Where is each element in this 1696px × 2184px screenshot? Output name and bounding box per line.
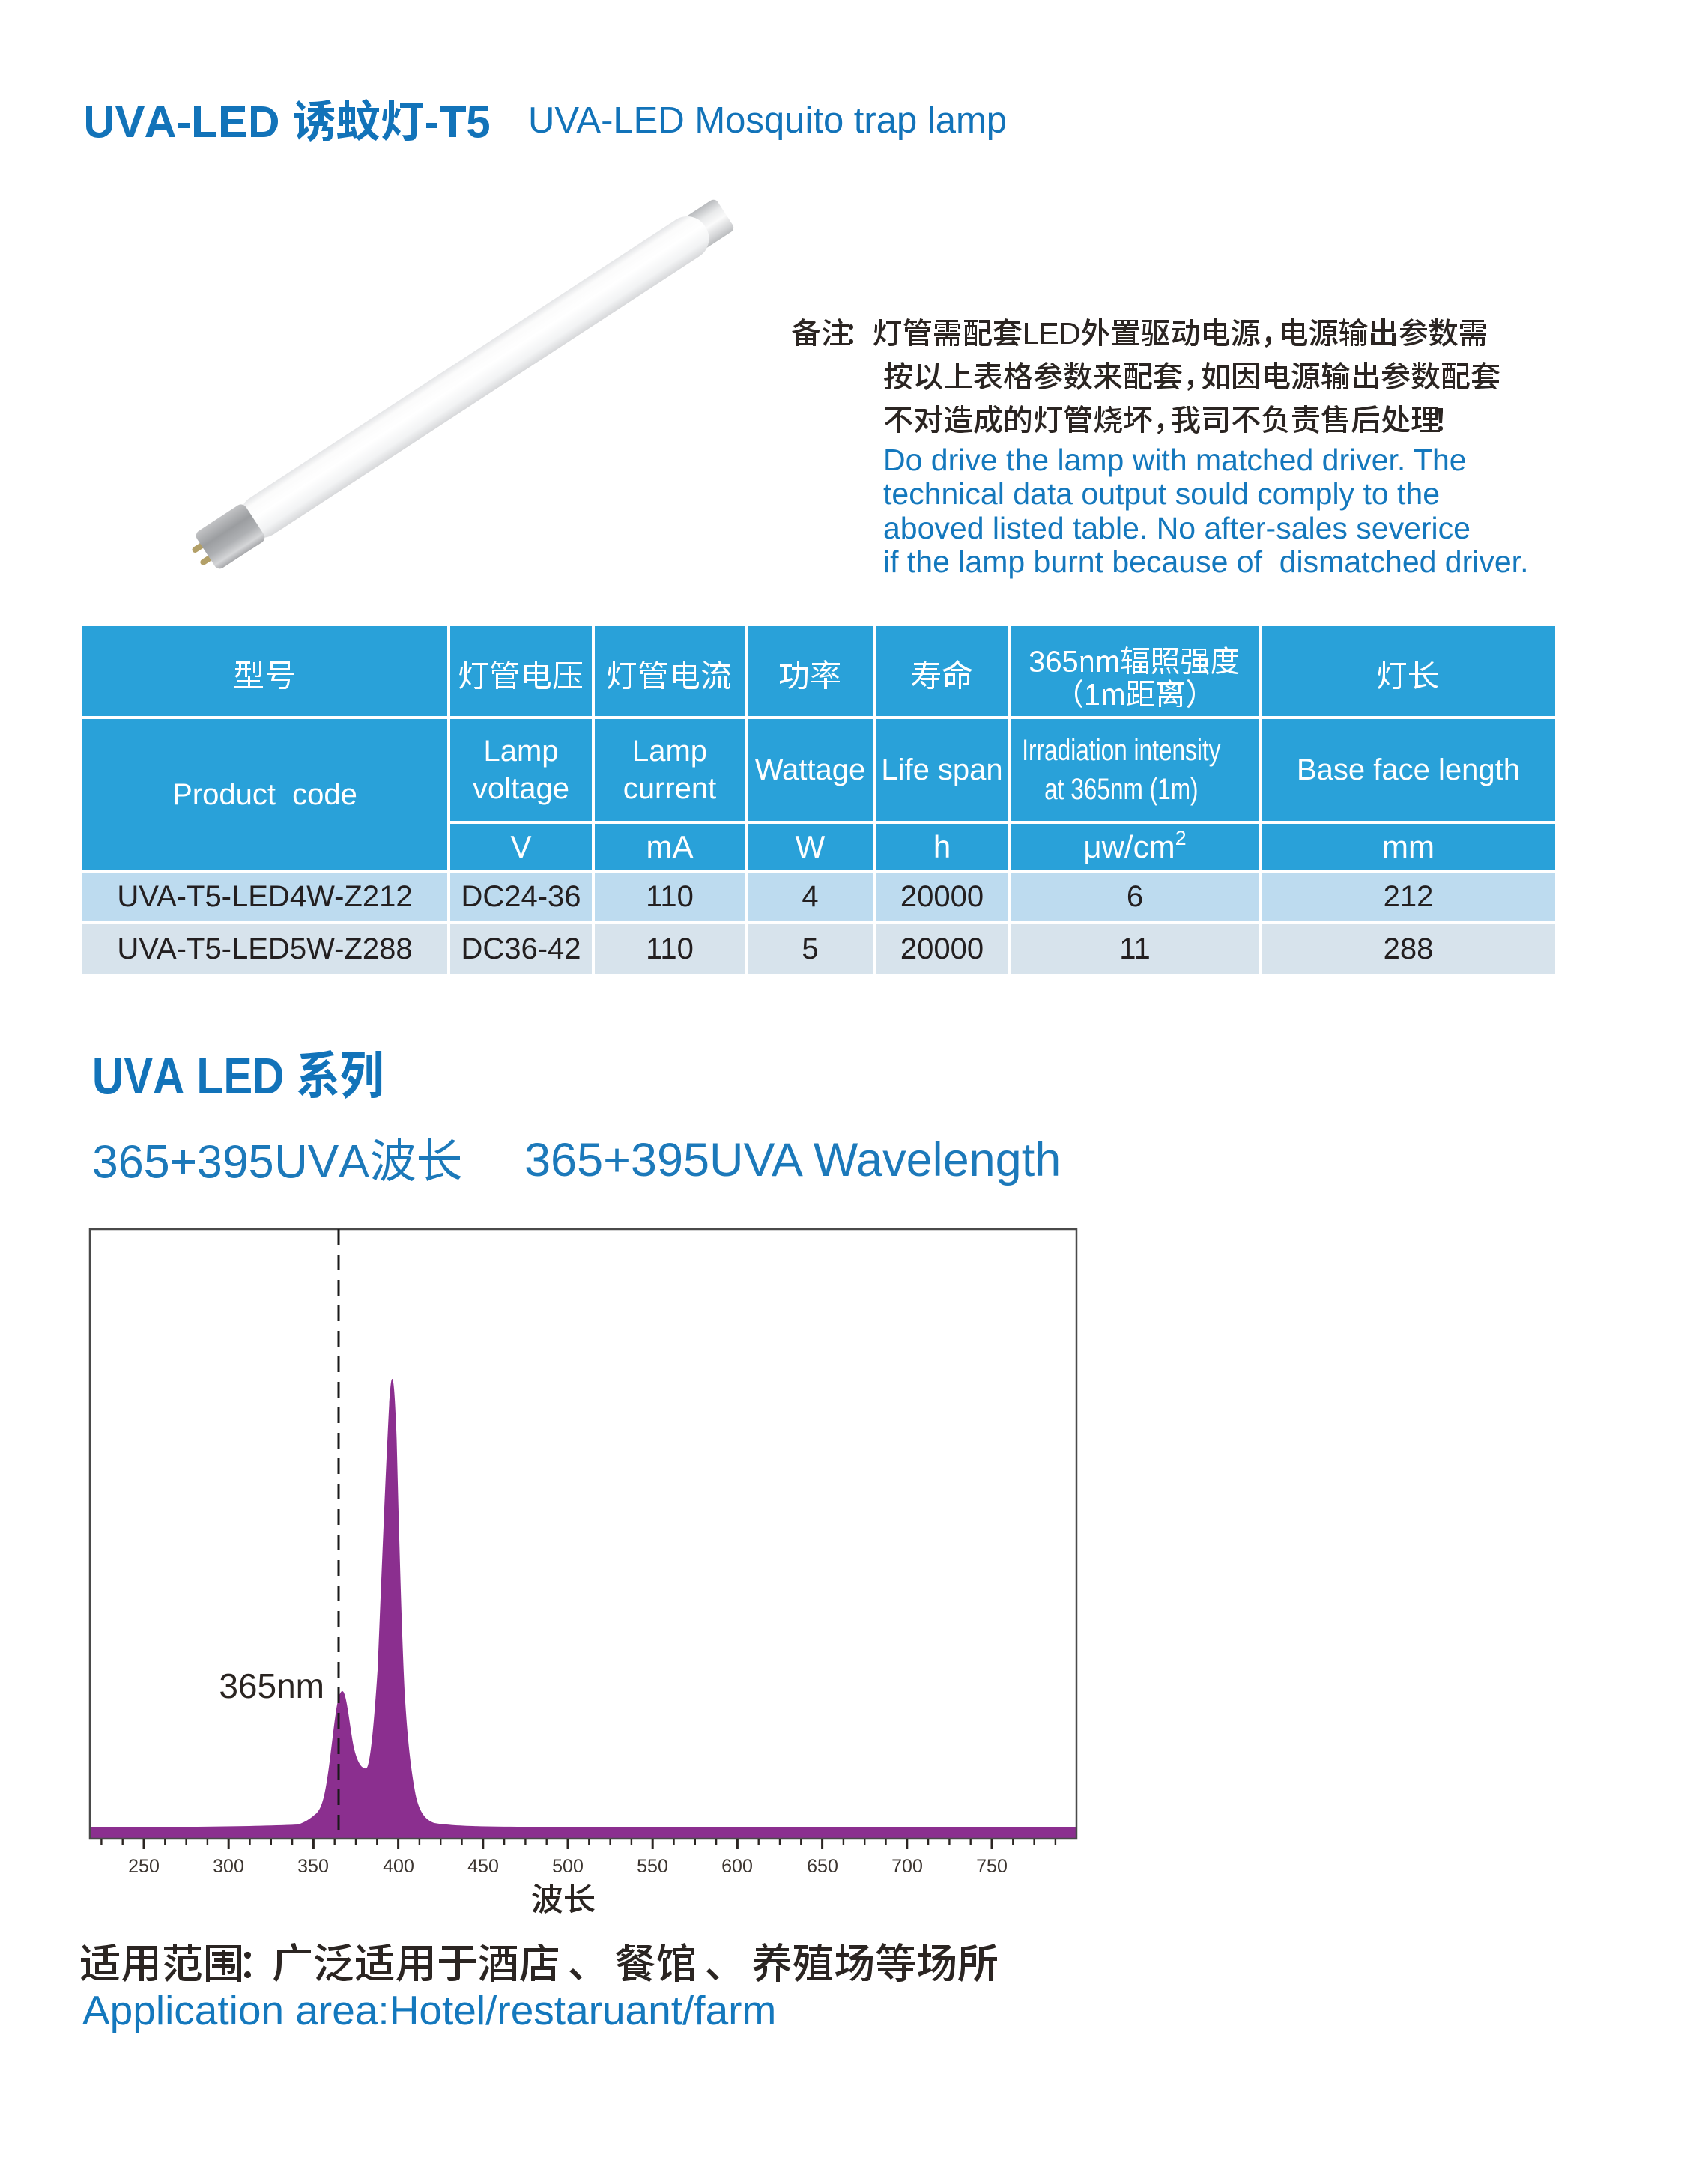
svg-text:750: 750 [976, 1856, 1008, 1877]
svg-text:350: 350 [297, 1856, 329, 1877]
svg-text:300: 300 [213, 1856, 244, 1877]
svg-text:365nm: 365nm [219, 1666, 324, 1705]
svg-text:450: 450 [467, 1856, 499, 1877]
svg-text:650: 650 [807, 1856, 838, 1877]
svg-text:250: 250 [128, 1856, 160, 1877]
svg-text:500: 500 [552, 1856, 584, 1877]
svg-text:700: 700 [891, 1856, 923, 1877]
svg-text:600: 600 [721, 1856, 753, 1877]
svg-text:400: 400 [383, 1856, 414, 1877]
svg-text:550: 550 [637, 1856, 668, 1877]
